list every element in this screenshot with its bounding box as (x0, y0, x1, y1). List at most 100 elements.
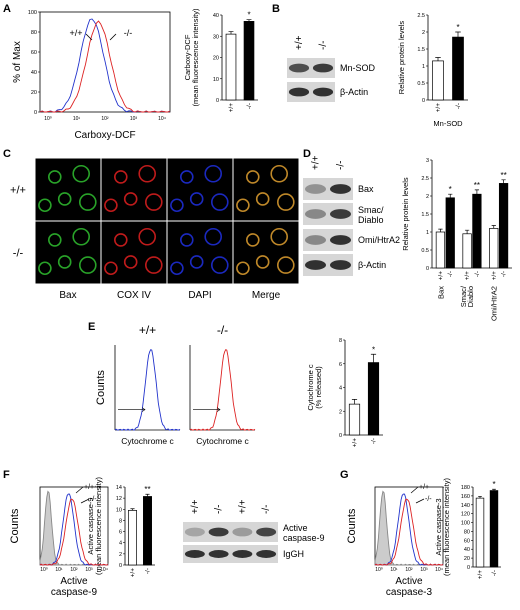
band-label: β-Actin (340, 87, 368, 97)
cell (170, 261, 184, 276)
y-tick-label: 20 (464, 556, 470, 562)
error-bar (130, 508, 135, 511)
cell (138, 227, 156, 246)
bar (243, 21, 255, 101)
lane-label: +/+ (294, 35, 305, 50)
column-label: COX IV (117, 290, 151, 301)
y-axis-label: % of Max (12, 41, 23, 83)
error-bar (492, 488, 496, 491)
cell (236, 261, 250, 276)
lane-label: -/- (214, 505, 225, 514)
bar (472, 193, 482, 269)
lane-label: -/- (318, 41, 329, 50)
plot-title: -/- (217, 323, 228, 337)
row-label: -/- (13, 248, 24, 260)
gate-arrow (193, 407, 221, 412)
y-tick-label: 0.5 (421, 248, 429, 254)
lane-label: -/- (261, 505, 272, 514)
x-tick-label: 10⁴ (435, 567, 443, 573)
column-label: DAPI (188, 290, 211, 301)
y-axis-label: Counts (95, 370, 107, 405)
y-tick-label: 100 (28, 10, 37, 16)
y-tick-label: 0 (467, 565, 470, 571)
y-tick-label: 0 (426, 266, 429, 272)
bar (462, 233, 472, 269)
gate-arrow (118, 407, 146, 412)
bar (143, 496, 152, 566)
category-label: Bax (436, 286, 445, 299)
y-tick-label: 1.5 (417, 47, 425, 53)
blot-band (208, 527, 229, 537)
significance: ** (500, 171, 506, 180)
error-bar (145, 493, 150, 497)
y-tick-label: 2 (119, 552, 122, 558)
error-bar (501, 179, 506, 184)
x-tick-label: +/+ (477, 570, 484, 580)
lane-label: +/+ (190, 499, 201, 514)
y-tick-label: 14 (116, 485, 122, 491)
significance: * (492, 480, 495, 489)
cell (189, 255, 204, 269)
error-bar (478, 495, 482, 499)
blot-strip (183, 545, 278, 563)
x-axis-label: Cytochrome c (121, 436, 174, 446)
curve-label: -/- (90, 496, 97, 503)
x-axis-label: Active (395, 576, 423, 587)
cell (145, 256, 163, 274)
blot-strip (303, 178, 353, 200)
cell (57, 255, 72, 269)
x-tick-label: 10² (70, 567, 78, 573)
curve-label: +/+ (419, 484, 429, 491)
band-label: Bax (358, 184, 374, 194)
significance: * (449, 185, 452, 194)
y-axis-label: (% released) (314, 366, 323, 409)
column-label: Merge (252, 290, 281, 301)
significance: ** (144, 485, 150, 494)
category-label: Smac/ (459, 285, 468, 307)
error-bar (438, 228, 443, 232)
histogram-curve (374, 498, 444, 566)
histogram-curve (189, 348, 256, 431)
x-tick-label: -/- (447, 271, 454, 277)
x-tick-label: +/+ (228, 103, 235, 113)
band-label: Diablo (358, 215, 384, 225)
x-tick-label: +/+ (130, 568, 137, 578)
x-tick-label: +/+ (437, 271, 444, 281)
y-tick-label: 60 (464, 538, 470, 544)
blot-band (312, 87, 334, 97)
y-tick-label: 30 (213, 34, 219, 40)
y-axis-label: Relative protein levels (401, 177, 410, 251)
blot-band (184, 550, 205, 558)
bar (475, 497, 485, 568)
blot-strip (183, 522, 278, 542)
blot-strip (303, 229, 353, 251)
y-tick-label: 6 (339, 362, 342, 368)
bar (435, 231, 446, 269)
blot-band (305, 235, 326, 245)
blot-band (330, 235, 351, 245)
y-tick-label: 3 (426, 158, 429, 164)
error-bar (370, 353, 377, 363)
y-axis-label: Counts (346, 508, 358, 543)
cell (57, 192, 72, 206)
cell (72, 227, 90, 246)
plot-frame (39, 11, 171, 113)
y-tick-label: 4 (339, 386, 342, 392)
cell (270, 164, 289, 183)
blot-band (305, 260, 326, 270)
bar (432, 60, 444, 101)
error-bar (448, 193, 453, 198)
y-tick-label: 80 (464, 529, 470, 535)
y-tick-label: 0 (34, 110, 37, 116)
cell (123, 192, 138, 206)
x-tick-label: -/- (246, 103, 253, 109)
error-bar (435, 57, 441, 61)
x-tick-label: 10³ (85, 567, 93, 573)
cell (189, 192, 204, 206)
blot-band (312, 63, 334, 73)
x-axis-label: Mn-SOD (433, 119, 463, 128)
y-tick-label: 1 (422, 64, 425, 70)
x-tick-label: -/- (371, 438, 378, 444)
error-bar (464, 229, 470, 234)
bar (452, 36, 464, 101)
